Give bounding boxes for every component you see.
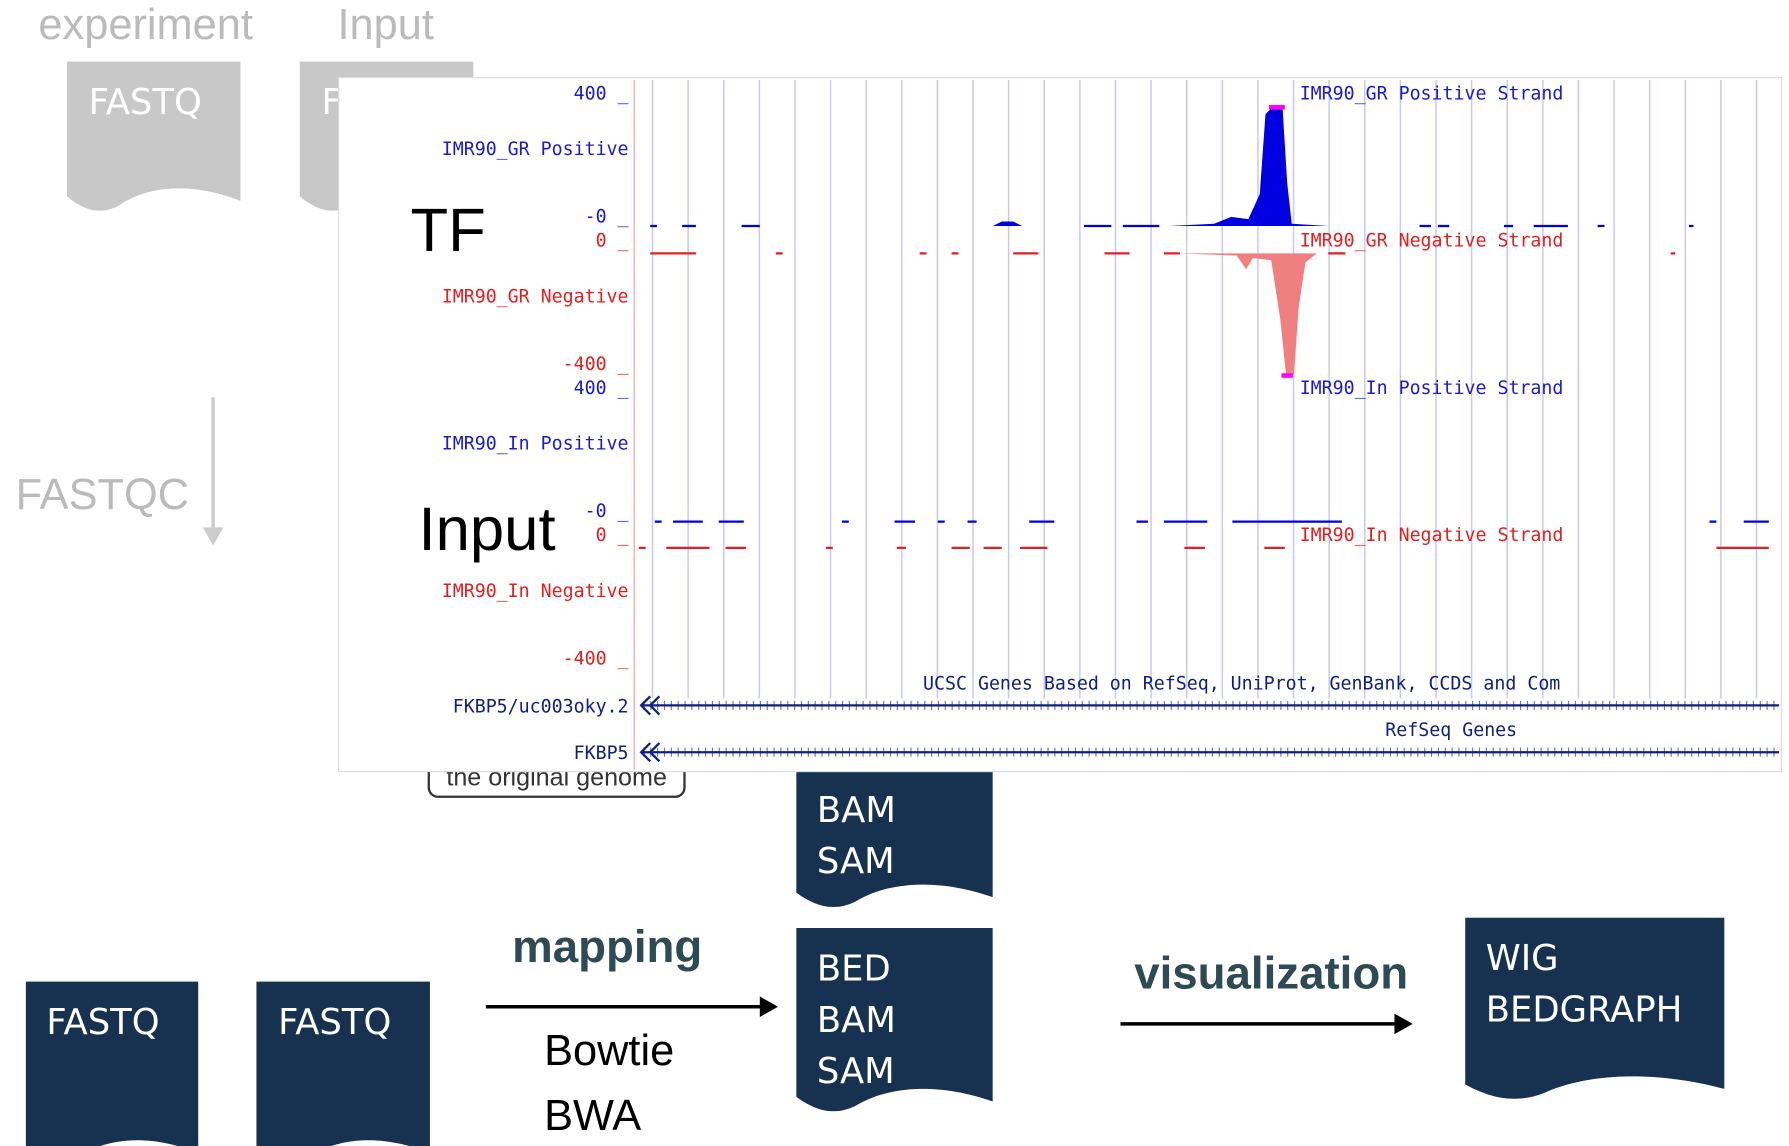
doc-label: FASTQ bbox=[278, 1002, 391, 1043]
overlay-label: Input bbox=[419, 495, 556, 564]
step-label: mapping bbox=[512, 921, 702, 972]
track-label: -400 _ bbox=[563, 648, 629, 669]
overlay-label: TF bbox=[411, 196, 486, 265]
tool-label: Bowtie bbox=[544, 1027, 674, 1075]
gene-label: FKBP5 bbox=[574, 743, 629, 764]
track-label: IMR90_In Positive bbox=[442, 434, 629, 455]
doc-label: BAM bbox=[817, 790, 896, 831]
track-title: IMR90_In Positive Strand bbox=[1300, 378, 1564, 399]
label: experiment bbox=[38, 1, 253, 49]
gene-label: FKBP5/uc003oky.2 bbox=[453, 696, 629, 717]
track-label: 0 _ bbox=[596, 231, 629, 252]
track-label: 400 _ bbox=[574, 83, 629, 104]
doc-label: SAM bbox=[817, 1051, 895, 1092]
arrow-head bbox=[203, 527, 224, 545]
label: FASTQC bbox=[16, 471, 189, 519]
track-label: IMR90_GR Positive bbox=[442, 139, 629, 160]
arrow-head bbox=[760, 996, 778, 1017]
track-title: RefSeq Genes bbox=[1385, 720, 1517, 741]
doc bbox=[796, 762, 992, 907]
track-label: -0 _ bbox=[585, 207, 629, 228]
peak-cap bbox=[1281, 373, 1292, 378]
doc-label: SAM bbox=[817, 841, 895, 882]
track-label: IMR90_In Negative bbox=[442, 581, 629, 602]
peak-cap bbox=[1269, 105, 1285, 110]
track-title: IMR90_GR Positive Strand bbox=[1300, 83, 1564, 104]
track-label: IMR90_GR Negative bbox=[442, 286, 629, 307]
doc-label: WIG bbox=[1486, 938, 1559, 979]
track-title: UCSC Genes Based on RefSeq, UniProt, Gen… bbox=[923, 673, 1560, 694]
page: {"top":{"experiment":"experiment","input… bbox=[0, 0, 1789, 1146]
doc-label: FASTQ bbox=[46, 1002, 159, 1043]
arrow-head bbox=[1394, 1014, 1412, 1035]
track-label: 400 _ bbox=[574, 378, 629, 399]
track-label: 0 _ bbox=[596, 525, 629, 546]
doc-label: BED bbox=[817, 948, 891, 989]
track-title: IMR90_In Negative Strand bbox=[1300, 525, 1564, 546]
step-label: visualization bbox=[1134, 947, 1408, 998]
doc-label: BAM bbox=[817, 1000, 896, 1041]
doc-label: FASTQ bbox=[89, 82, 202, 123]
track-label: -0 _ bbox=[585, 501, 629, 522]
label: Input bbox=[337, 1, 433, 49]
track-label: -400 _ bbox=[563, 354, 629, 375]
browser-panel bbox=[339, 78, 1782, 772]
track-title: IMR90_GR Negative Strand bbox=[1300, 231, 1564, 252]
tool-label: BWA bbox=[544, 1092, 641, 1140]
doc-label: BEDGRAPH bbox=[1486, 990, 1683, 1031]
slide: experimentInputFASTQFASTQFASTQCthe origi… bbox=[0, 0, 1789, 1146]
